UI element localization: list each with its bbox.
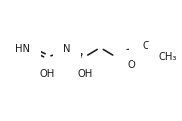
Text: HN: HN — [15, 44, 31, 54]
Text: CH₃: CH₃ — [158, 52, 177, 62]
Text: OH: OH — [77, 69, 92, 79]
Text: OH: OH — [40, 69, 55, 79]
Text: O: O — [127, 60, 135, 70]
Text: O: O — [143, 41, 151, 51]
Text: N: N — [63, 44, 71, 54]
